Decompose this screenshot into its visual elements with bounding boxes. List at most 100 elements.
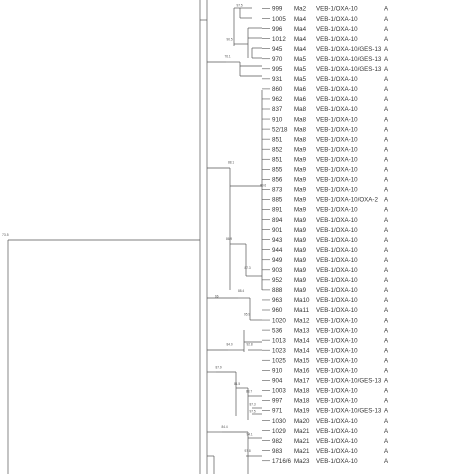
pfge-pattern: Ma21 [294, 448, 310, 455]
isolate-row: 910 Ma8 VEB-1/OXA-10 A [272, 116, 389, 123]
node-similarity-label: 86.9 [226, 237, 232, 241]
isolate-row: 901 Ma9 VEB-1/OXA-10 A [272, 227, 389, 234]
node-similarity-label: 97.5 [237, 4, 243, 8]
clone-type: A [384, 438, 389, 445]
resistance-genes: VEB-1/OXA-10 [316, 106, 358, 113]
isolate-id: 945 [272, 46, 283, 53]
resistance-genes: VEB-1/OXA-10 [316, 116, 358, 123]
resistance-genes: VEB-1/OXA-10 [316, 327, 358, 334]
isolate-row: 52/18 Ma8 VEB-1/OXA-10 A [272, 126, 389, 133]
resistance-genes: VEB-1/OXA-10 [316, 167, 358, 174]
isolate-id: 997 [272, 398, 283, 405]
node-similarity-label: 84.0 [227, 343, 233, 347]
clone-type: A [384, 257, 389, 264]
isolate-id: 1030 [272, 418, 286, 425]
isolate-id: 1005 [272, 16, 286, 23]
isolate-row: 1716/6 Ma23 VEB-1/OXA-10 A [272, 458, 389, 465]
root-similarity-label: 73.5 [2, 233, 9, 237]
isolate-row: 888 Ma9 VEB-1/OXA-10 A [272, 287, 389, 294]
isolate-id: 982 [272, 438, 283, 445]
resistance-genes: VEB-1/OXA-10 [316, 438, 358, 445]
resistance-genes: VEB-1/OXA-10 [316, 187, 358, 194]
clone-type: A [384, 197, 389, 204]
isolate-id: 1012 [272, 36, 286, 43]
isolate-id: 1023 [272, 347, 286, 354]
resistance-genes: VEB-1/OXA-10 [316, 136, 358, 143]
node-similarity-label: 95.9 [244, 313, 250, 317]
clone-type: A [384, 247, 389, 254]
pfge-pattern: Ma9 [294, 177, 307, 184]
isolate-id: 851 [272, 136, 283, 143]
isolate-row: 910 Ma16 VEB-1/OXA-10 A [272, 368, 389, 375]
clone-type: A [384, 388, 389, 395]
isolate-row: 855 Ma9 VEB-1/OXA-10 A [272, 167, 389, 174]
isolate-row: 952 Ma9 VEB-1/OXA-10 A [272, 277, 389, 284]
pfge-pattern: Ma9 [294, 197, 307, 204]
clone-type: A [384, 267, 389, 274]
clone-type: A [384, 217, 389, 224]
pfge-pattern: Ma15 [294, 357, 310, 364]
isolate-row: 852 Ma9 VEB-1/OXA-10 A [272, 146, 389, 153]
isolate-id: 944 [272, 247, 283, 254]
clone-type: A [384, 378, 389, 385]
resistance-genes: VEB-1/OXA-10 [316, 207, 358, 214]
isolate-id: 952 [272, 277, 283, 284]
isolate-row: 1029 Ma21 VEB-1/OXA-10 A [272, 428, 389, 435]
clone-type: A [384, 6, 389, 13]
isolate-id: 943 [272, 237, 283, 244]
pfge-pattern: Ma20 [294, 418, 310, 425]
resistance-genes: VEB-1/OXA-10 [316, 237, 358, 244]
pfge-pattern: Ma9 [294, 247, 307, 254]
isolate-id: 837 [272, 106, 283, 113]
isolate-id: 851 [272, 156, 283, 163]
pfge-pattern: Ma8 [294, 136, 307, 143]
pfge-pattern: Ma9 [294, 146, 307, 153]
pfge-pattern: Ma18 [294, 388, 310, 395]
pfge-pattern: Ma9 [294, 237, 307, 244]
isolate-row: 904 Ma17 VEB-1/OXA-10/GES-13 A [272, 378, 389, 385]
resistance-genes: VEB-1/OXA-10 [316, 388, 358, 395]
resistance-genes: VEB-1/OXA-10 [316, 156, 358, 163]
isolate-id: 1025 [272, 357, 286, 364]
pfge-pattern: Ma9 [294, 227, 307, 234]
isolate-id: 904 [272, 378, 283, 385]
pfge-pattern: Ma9 [294, 257, 307, 264]
isolate-id: 910 [272, 368, 283, 375]
isolate-id: 901 [272, 227, 283, 234]
isolate-row: 1030 Ma20 VEB-1/OXA-10 A [272, 418, 389, 425]
isolate-id: 999 [272, 6, 283, 13]
pfge-pattern: Ma9 [294, 187, 307, 194]
isolate-id: 1029 [272, 428, 286, 435]
isolate-id: 971 [272, 408, 283, 415]
pfge-pattern: Ma5 [294, 56, 307, 63]
pfge-pattern: Ma21 [294, 438, 310, 445]
resistance-genes: VEB-1/OXA-10 [316, 126, 358, 133]
clone-type: A [384, 307, 389, 314]
resistance-genes: VEB-1/OXA-10 [316, 177, 358, 184]
pfge-pattern: Ma19 [294, 408, 310, 415]
isolate-row: 837 Ma8 VEB-1/OXA-10 A [272, 106, 389, 113]
clone-type: A [384, 106, 389, 113]
clone-type: A [384, 428, 389, 435]
isolate-id: 963 [272, 297, 283, 304]
resistance-genes: VEB-1/OXA-10 [316, 76, 358, 83]
isolate-row: 970 Ma5 VEB-1/OXA-10/GES-13 A [272, 56, 389, 63]
resistance-genes: VEB-1/OXA-10 [316, 227, 358, 234]
resistance-genes: VEB-1/OXA-10 [316, 368, 358, 375]
isolate-row: 1025 Ma15 VEB-1/OXA-10 A [272, 357, 389, 364]
clone-type: A [384, 297, 389, 304]
pfge-pattern: Ma9 [294, 217, 307, 224]
resistance-genes: VEB-1/OXA-10 [316, 16, 358, 23]
resistance-genes: VEB-1/OXA-10 [316, 257, 358, 264]
pfge-pattern: Ma8 [294, 116, 307, 123]
resistance-genes: VEB-1/OXA-10 [316, 146, 358, 153]
isolate-id: 995 [272, 66, 283, 73]
pfge-pattern: Ma6 [294, 96, 307, 103]
isolate-id: 1003 [272, 388, 286, 395]
pfge-pattern: Ma14 [294, 337, 310, 344]
resistance-genes: VEB-1/OXA-10 [316, 26, 358, 33]
clone-type: A [384, 156, 389, 163]
node-similarity-label: 92.8 [247, 343, 253, 347]
resistance-genes: VEB-1/OXA-10 [316, 428, 358, 435]
clone-type: A [384, 76, 389, 83]
